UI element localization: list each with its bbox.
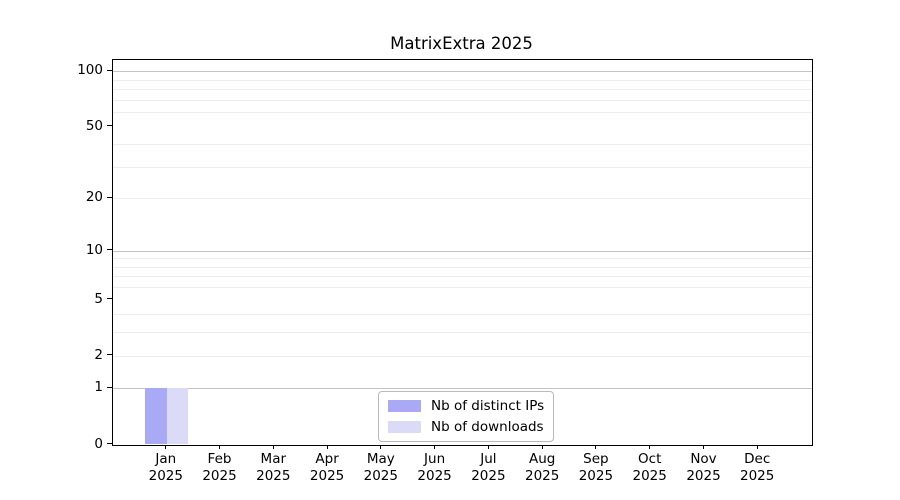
x-tick-mark-sep — [595, 444, 597, 450]
gridline-y-7 — [113, 276, 812, 278]
x-tick-label-may: May 2025 — [363, 450, 398, 484]
x-tick-mark-apr — [326, 444, 328, 450]
y-tick-label-0: 0 — [94, 435, 103, 452]
gridline-y-80 — [113, 89, 812, 90]
x-tick-mark-aug — [541, 444, 543, 450]
gridline-y-40 — [113, 144, 812, 146]
x-tick-label-oct: Oct 2025 — [632, 450, 667, 484]
gridline-y-8 — [113, 266, 812, 268]
y-tick-label-100: 100 — [77, 62, 103, 79]
y-tick-label-20: 20 — [85, 189, 103, 206]
y-tick-label-5: 5 — [94, 290, 103, 307]
x-tick-mark-jan — [165, 444, 167, 450]
x-tick-label-sep: Sep 2025 — [578, 450, 614, 484]
legend-swatch — [388, 421, 421, 433]
x-tick-label-mar: Mar 2025 — [256, 450, 291, 484]
chart-title: MatrixExtra 2025 — [390, 34, 533, 53]
gridline-y-10 — [113, 250, 812, 252]
y-tick-mark-0 — [107, 442, 112, 445]
y-tick-label-2: 2 — [94, 346, 103, 363]
y-tick-mark-1 — [107, 386, 112, 388]
gridline-y-2 — [113, 355, 812, 357]
x-tick-label-jan: Jan 2025 — [148, 450, 183, 484]
gridline-y-100 — [113, 71, 812, 73]
gridline-y-90 — [113, 79, 812, 81]
x-tick-label-jul: Jul 2025 — [471, 450, 506, 484]
x-tick-mark-mar — [272, 444, 274, 450]
x-tick-label-nov: Nov 2025 — [686, 450, 721, 484]
x-tick-mark-jun — [434, 444, 436, 450]
x-tick-label-apr: Apr 2025 — [309, 450, 345, 484]
legend-label: Nb of distinct IPs — [431, 398, 545, 414]
gridlines-layer — [113, 60, 812, 445]
y-tick-label-1: 1 — [94, 379, 103, 396]
x-tick-label-dec: Dec 2025 — [740, 450, 775, 484]
y-tick-mark-10 — [107, 248, 112, 251]
x-tick-label-feb: Feb 2025 — [202, 450, 237, 484]
legend: Nb of distinct IPs Nb of downloads — [378, 391, 554, 442]
gridline-y-30 — [113, 166, 812, 168]
y-tick-mark-2 — [107, 354, 112, 356]
x-tick-mark-dec — [756, 444, 758, 450]
gridline-y-6 — [113, 287, 812, 289]
x-tick-mark-oct — [649, 444, 651, 450]
x-tick-label-aug: Aug 2025 — [525, 450, 560, 484]
bars-layer — [113, 60, 812, 445]
legend-entry: Nb of downloads — [388, 419, 545, 435]
bar-nb-of-distinct-ips-jan — [145, 388, 167, 445]
legend-label: Nb of downloads — [431, 419, 544, 435]
plot-area: Nb of distinct IPs Nb of downloads — [112, 59, 813, 446]
y-tick-label-50: 50 — [85, 117, 103, 134]
x-tick-mark-nov — [702, 444, 705, 450]
x-tick-label-jun: Jun 2025 — [417, 450, 452, 484]
y-tick-label-10: 10 — [85, 241, 103, 258]
gridline-y-9 — [113, 258, 812, 260]
x-tick-mark-feb — [218, 444, 221, 450]
gridline-y-4 — [113, 314, 812, 316]
y-tick-mark-50 — [107, 124, 112, 127]
gridline-y-3 — [113, 332, 812, 334]
legend-entry: Nb of distinct IPs — [388, 398, 545, 414]
gridline-y-1 — [113, 388, 812, 390]
y-tick-mark-100 — [107, 69, 112, 71]
legend-swatch — [388, 400, 421, 412]
y-tick-mark-20 — [107, 196, 112, 198]
gridline-y-60 — [113, 112, 812, 113]
y-tick-mark-5 — [107, 298, 112, 300]
gridline-y-70 — [113, 99, 812, 101]
x-tick-mark-may — [380, 444, 382, 450]
gridline-y-20 — [113, 198, 812, 200]
bar-nb-of-downloads-jan — [166, 388, 189, 445]
x-tick-mark-jul — [487, 444, 489, 450]
